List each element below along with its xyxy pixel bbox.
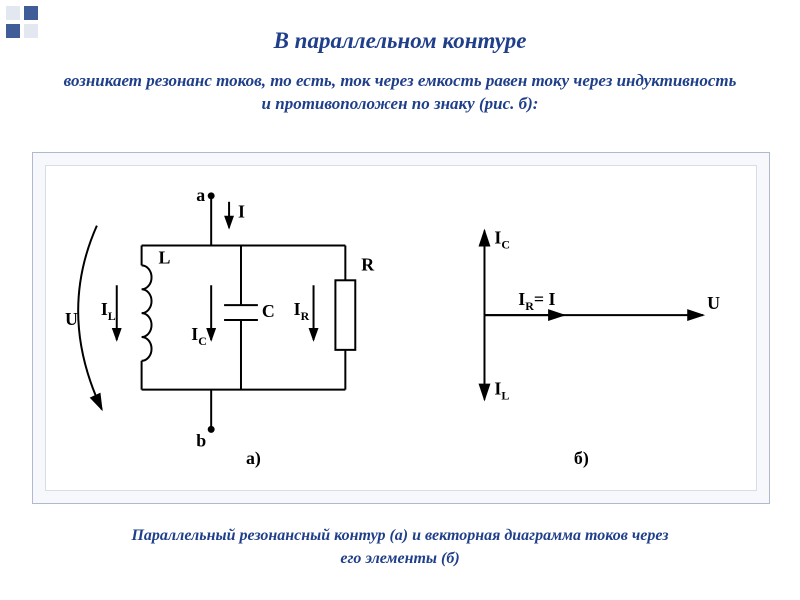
label-i: I	[238, 202, 245, 222]
diagram-svg: a b I U	[46, 166, 756, 490]
label-u: U	[65, 309, 78, 329]
label-vec-ir: IR= I	[518, 289, 555, 313]
circuit-diagram: a b I U	[65, 185, 375, 469]
label-vec-ic: IC	[494, 228, 510, 252]
label-vec-il: IL	[494, 379, 509, 403]
label-c: C	[262, 301, 275, 321]
label-b-panel: б)	[574, 448, 589, 469]
label-ir: IR	[294, 299, 310, 323]
label-r: R	[361, 254, 375, 274]
label-a-panel: а)	[246, 448, 261, 469]
label-ic: IC	[191, 324, 207, 348]
page-title: В параллельном контуре	[0, 28, 800, 54]
label-node-b: b	[196, 430, 206, 450]
label-node-a: a	[196, 185, 205, 205]
diagram-panel: a b I U	[32, 152, 770, 504]
label-vec-u: U	[707, 293, 720, 313]
label-l: L	[158, 247, 170, 267]
vector-diagram: IC IL IR= I U б)	[484, 228, 720, 470]
caption-text: Параллельный резонансный контур (а) и ве…	[120, 525, 680, 570]
subtitle-text: возникает резонанс токов, то есть, ток ч…	[60, 70, 740, 116]
diagram-inner: a b I U	[45, 165, 757, 491]
label-il: IL	[101, 299, 116, 323]
